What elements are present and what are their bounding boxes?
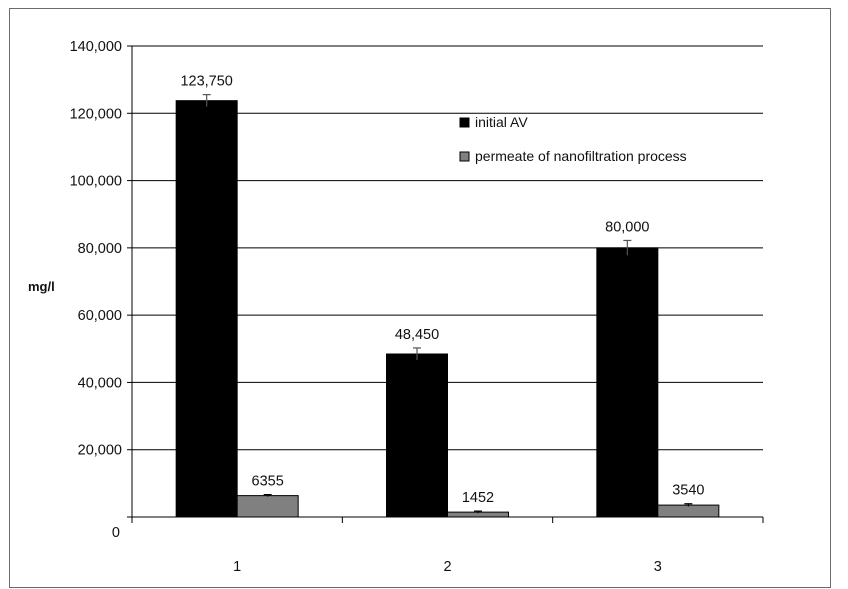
bar-initial-av-3 — [596, 247, 659, 518]
y-axis-title: mg/l — [28, 279, 55, 294]
x-tick-label: 2 — [443, 559, 451, 575]
legend-label: initial AV — [475, 114, 528, 130]
x-tick-label: 3 — [654, 559, 662, 575]
bar-initial-av-1 — [175, 100, 238, 518]
y-tick-label: 40,000 — [78, 375, 122, 391]
y-tick-label: 120,000 — [70, 106, 122, 122]
bar-permeate-1 — [236, 495, 299, 518]
data-label: 80,000 — [605, 219, 649, 235]
y-tick-label: 80,000 — [78, 241, 122, 257]
bar-chart: 0 20,000 40,000 60,000 80,000 100,000 120,000 1… — [28, 39, 764, 575]
y-tick-label: 0 — [112, 525, 120, 541]
labels: 0 20,000 40,000 60,000 80,000 100,000 120,000 1… — [70, 39, 705, 575]
y-tick-label: 20,000 — [78, 443, 122, 459]
bar-permeate-3 — [657, 504, 720, 518]
bar-initial-av-2 — [386, 353, 448, 518]
data-label: 6355 — [252, 474, 284, 490]
legend-swatch — [459, 151, 470, 162]
data-label: 1452 — [462, 490, 494, 506]
data-label: 48,450 — [395, 327, 439, 343]
y-tick-label: 140,000 — [70, 39, 122, 55]
data-label: 123,750 — [180, 74, 232, 90]
chart-frame: 0 20,000 40,000 60,000 80,000 100,000 120,000 1… — [9, 8, 831, 588]
x-tick-label: 1 — [233, 559, 241, 575]
y-tick-label: 60,000 — [78, 308, 122, 324]
y-tick-label: 100,000 — [70, 174, 122, 190]
legend: initial AV permeate of nanofiltration pro… — [459, 114, 687, 164]
data-label: 3540 — [672, 483, 704, 499]
legend-label: permeate of nanofiltration process — [475, 148, 687, 164]
axes — [127, 45, 764, 523]
legend-swatch — [459, 117, 470, 128]
